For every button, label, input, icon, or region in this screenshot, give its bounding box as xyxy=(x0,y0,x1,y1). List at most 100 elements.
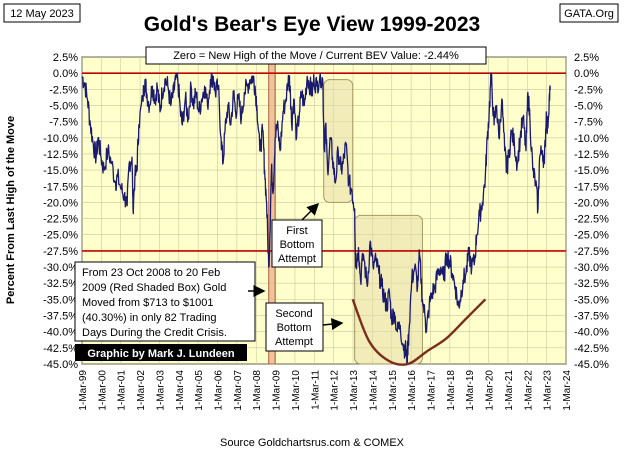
x-tick-labels: 1-Mar-99 1-Mar-00 1-Mar-01 1-Mar-02 1-Mar-03… xyxy=(78,370,573,411)
y-tick-label-left: -27.5% xyxy=(43,246,78,258)
x-tick-label: 1-Mar-19 xyxy=(465,370,476,411)
y-tick-label-left: -12.5% xyxy=(43,149,78,161)
x-tick-label: 1-Mar-03 xyxy=(155,370,166,411)
y-tick-label-right: -20.0% xyxy=(574,197,609,209)
x-tick-label: 1-Mar-11 xyxy=(310,370,321,410)
y-tick-label-left: -40.0% xyxy=(43,327,78,339)
y-tick-label-left: -7.5% xyxy=(49,117,78,129)
y-tick-label-right: -2.5% xyxy=(574,84,603,96)
credit-crisis-line1: From 23 Oct 2008 to 20 Feb xyxy=(82,267,220,279)
x-tick-label: 1-Mar-23 xyxy=(543,370,554,411)
y-axis-label: Percent From Last High of the Move xyxy=(5,116,17,304)
y-tick-label-right: -17.5% xyxy=(574,181,609,193)
y-tick-labels-right: 2.5% 0.0% -2.5% -5.0% -7.5% -10.0% -12.5% -15.0… xyxy=(574,52,609,371)
y-tick-label-left: -32.5% xyxy=(43,278,78,290)
second-bottom-line1: Second xyxy=(275,308,312,320)
x-tick-label: 1-Mar-06 xyxy=(214,370,225,411)
first-bottom-line1: First xyxy=(286,225,307,237)
series-line-gold-bev xyxy=(81,72,552,365)
x-tick-label: 1-Mar-00 xyxy=(97,370,108,411)
second-bottom-arrow xyxy=(322,318,344,331)
bowl-layer xyxy=(351,298,487,366)
x-tick-label: 1-Mar-08 xyxy=(252,370,263,411)
x-tick-label: 1-Mar-09 xyxy=(272,370,283,411)
y-tick-label-right: -10.0% xyxy=(574,133,609,145)
y-tick-label-right: -32.5% xyxy=(574,278,609,290)
y-tick-labels-left: 2.5% 0.0% -2.5% -5.0% -7.5% -10.0% -12.5% -15.0… xyxy=(43,52,78,371)
y-tick-label-right: -27.5% xyxy=(574,246,609,258)
x-tick-label: 1-Mar-99 xyxy=(78,370,89,411)
y-tick-label-left: -17.5% xyxy=(43,181,78,193)
bev-note-box xyxy=(145,46,487,65)
y-tick-label-right: 0.0% xyxy=(574,68,599,80)
second-bottom-line2: Bottom xyxy=(277,322,312,334)
x-tick-label: 1-Mar-22 xyxy=(523,370,534,411)
y-tick-label-left: -42.5% xyxy=(43,343,78,355)
credit-crisis-line2: 2009 (Red Shaded Box) Gold xyxy=(82,282,226,294)
series-layer xyxy=(81,72,552,365)
x-tick-label: 1-Mar-07 xyxy=(233,370,244,411)
y-tick-label-right: -22.5% xyxy=(574,214,609,226)
y-tick-label-left: -2.5% xyxy=(49,84,78,96)
y-tick-label-left: 0.0% xyxy=(53,68,78,80)
x-tick-label: 1-Mar-13 xyxy=(349,370,360,411)
y-tick-label-right: -45.0% xyxy=(574,359,609,371)
y-tick-label-right: 2.5% xyxy=(574,52,599,64)
source-label: Source Goldchartsrus.com & COMEX xyxy=(220,437,405,449)
y-tick-label-left: -37.5% xyxy=(43,311,78,323)
x-tick-label: 1-Mar-15 xyxy=(388,370,399,411)
y-tick-label-right: -42.5% xyxy=(574,343,609,355)
bev-note: Zero = New High of the Move / Current BE… xyxy=(173,50,459,62)
y-tick-label-left: 2.5% xyxy=(53,52,78,64)
x-tick-label: 1-Mar-20 xyxy=(485,370,496,411)
y-tick-label-right: -37.5% xyxy=(574,311,609,323)
first-bottom-line2: Bottom xyxy=(280,239,315,251)
first-bottom-box xyxy=(271,219,323,268)
y-tick-label-left: -20.0% xyxy=(43,197,78,209)
date-label: 12 May 2023 xyxy=(10,8,74,20)
x-tick-label: 1-Mar-17 xyxy=(426,370,437,411)
y-tick-label-right: -35.0% xyxy=(574,294,609,306)
x-tick-label: 1-Mar-21 xyxy=(504,370,515,411)
credit-crisis-line5: Days During the Credit Crisis. xyxy=(82,327,227,339)
second-bottom-line3: Attempt xyxy=(275,336,313,348)
y-tick-label-right: -25.0% xyxy=(574,230,609,242)
x-tick-label: 1-Mar-02 xyxy=(136,370,147,411)
x-tick-label: 1-Mar-10 xyxy=(291,370,302,411)
y-tick-label-left: -10.0% xyxy=(43,133,78,145)
credit-crisis-line4: (40.30%) in only 82 Trading xyxy=(82,312,217,324)
y-tick-label-left: -15.0% xyxy=(43,165,78,177)
credit-crisis-box xyxy=(74,261,256,342)
x-tick-label: 1-Mar-01 xyxy=(117,370,128,411)
reference-lines xyxy=(82,72,566,252)
x-tick-label: 1-Mar-12 xyxy=(330,370,341,411)
y-tick-label-left: -5.0% xyxy=(49,100,78,112)
x-tick-label: 1-Mar-14 xyxy=(368,370,379,411)
credit-crisis-line3: Moved from $713 to $1001 xyxy=(82,297,213,309)
y-tick-label-left: -45.0% xyxy=(43,359,78,371)
chart-title: Gold's Bear's Eye View 1999-2023 xyxy=(144,13,480,36)
second-bottom-box xyxy=(265,302,324,352)
date-box xyxy=(3,3,81,23)
y-tick-label-right: -15.0% xyxy=(574,165,609,177)
credit-text: Graphic by Mark J. Lundeen xyxy=(87,348,235,360)
y-tick-label-right: -5.0% xyxy=(574,100,603,112)
y-tick-label-right: -40.0% xyxy=(574,327,609,339)
site-box xyxy=(559,3,619,23)
y-tick-label-left: -30.0% xyxy=(43,262,78,274)
y-tick-label-right: -7.5% xyxy=(574,117,603,129)
site-label: GATA.Org xyxy=(564,8,614,20)
x-tick-label: 1-Mar-18 xyxy=(446,370,457,411)
x-tick-label: 1-Mar-04 xyxy=(175,370,186,411)
x-tick-label: 1-Mar-24 xyxy=(562,370,573,411)
first-bottom-arrow xyxy=(301,202,320,221)
y-tick-label-right: -30.0% xyxy=(574,262,609,274)
y-tick-label-right: -12.5% xyxy=(574,149,609,161)
y-tick-label-left: -35.0% xyxy=(43,294,78,306)
x-tick-label: 1-Mar-16 xyxy=(407,370,418,411)
y-tick-label-left: -25.0% xyxy=(43,230,78,242)
x-tick-label: 1-Mar-05 xyxy=(194,370,205,411)
credit-banner xyxy=(75,344,247,361)
